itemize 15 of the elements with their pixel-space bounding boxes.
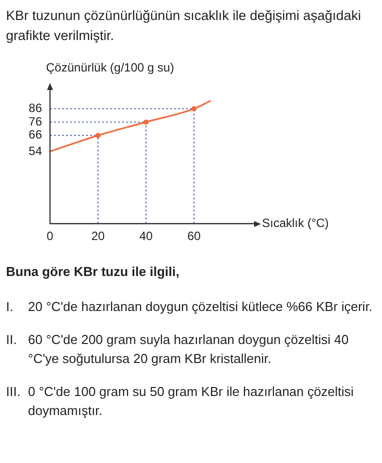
x-tick-label: 40 <box>139 229 153 244</box>
y-tick-label: 86 <box>28 101 42 116</box>
text: Buna göre KBr tuzu ile ilgili, <box>6 263 180 281</box>
y-tick-label: 66 <box>28 128 42 142</box>
x-tick-label: 0 <box>46 229 54 244</box>
text: III. 0 °C'de 100 gram su 50 gram KBr ile hazırlanan çözeltisi doymamıştır. <box>6 383 355 420</box>
text: II. 60 °C'de 200 gram suyla hazırlanan doygun çözeltisi 40 °C'ye soğutulursa 20 gram KBr kristallenir. <box>6 331 350 368</box>
chart-title: KBr tuzunun çözünürlüğünün sıcaklık ile değişimi aşağıdaki grafikte verilmiştir. <box>6 7 362 45</box>
y-axis-title: Çözünürlük (g/100 g su) <box>46 60 174 74</box>
x-tick-label: 60 <box>187 229 201 244</box>
y-tick-label: 54 <box>28 144 42 158</box>
x-tick-label: 20 <box>91 229 105 244</box>
x-axis-title: Sıcaklık (°C) <box>262 216 329 230</box>
y-tick-label: 76 <box>28 114 42 128</box>
text: I. 20 °C'de hazırlanan doygun çözeltisi kütlece %66 KBr içerir. <box>6 298 372 316</box>
